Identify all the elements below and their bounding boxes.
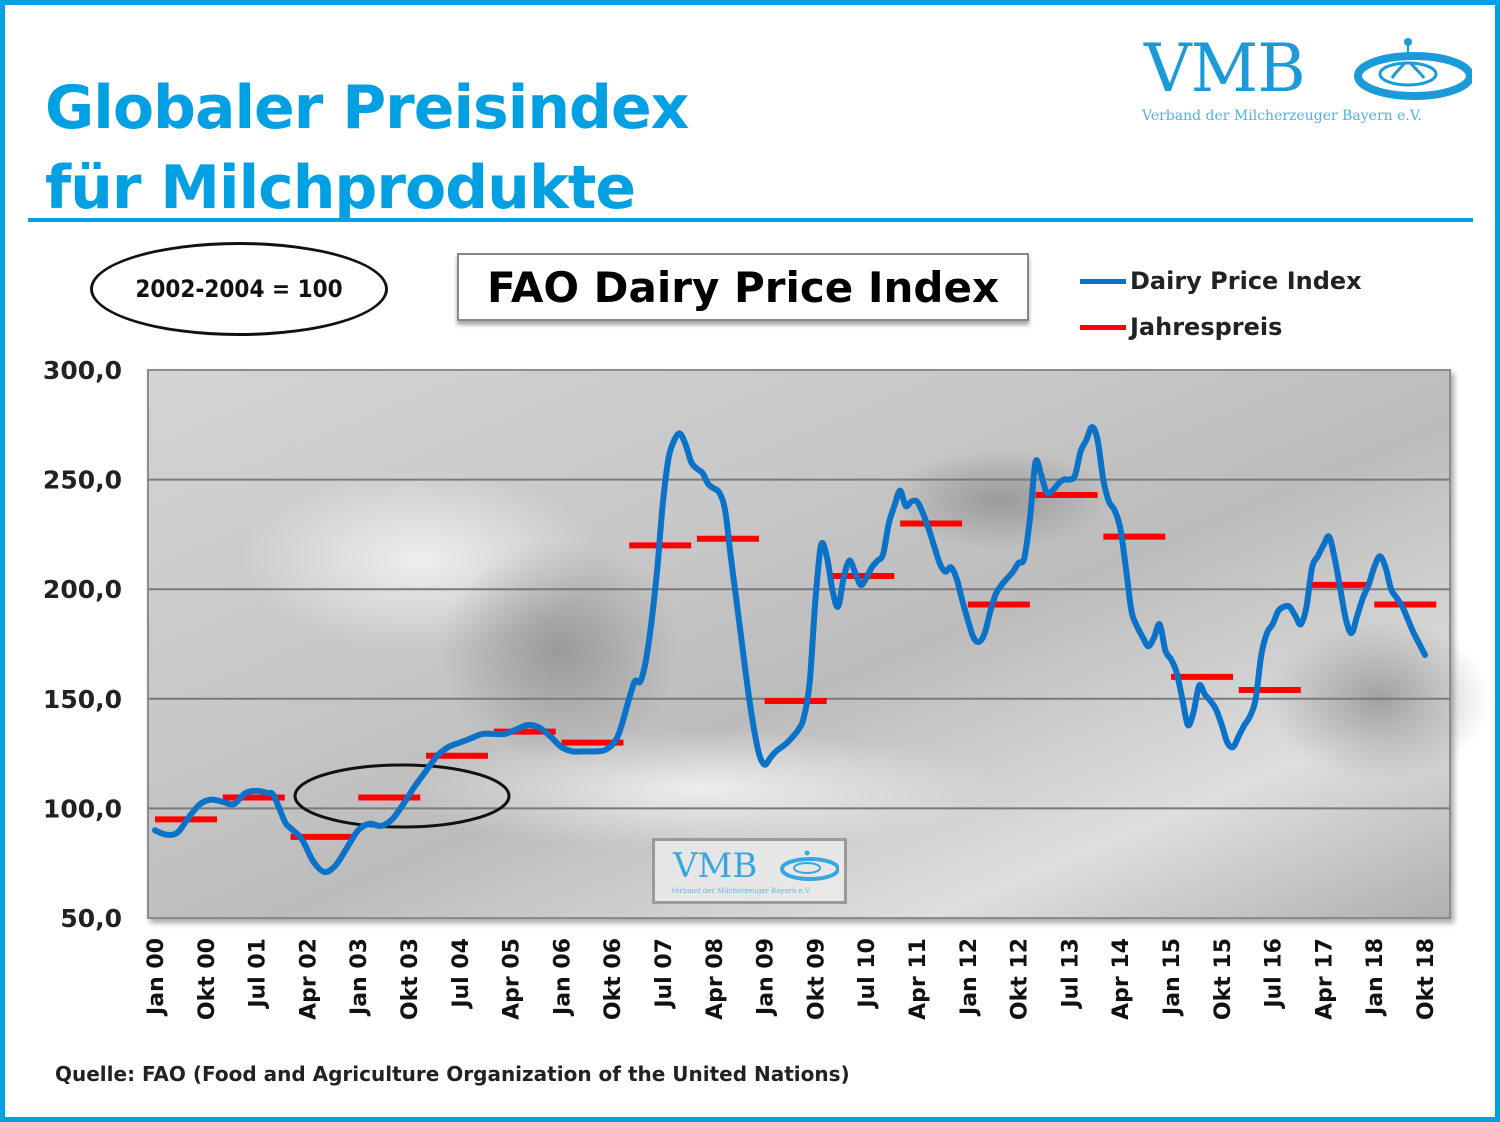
base-period-text: 2002-2004 = 100 [135,275,343,303]
x-tick-label: Apr 14 [1109,938,1134,1020]
x-tick-label: Apr 17 [1312,938,1337,1020]
milk-splash-icon [1354,38,1472,100]
legend-item-jahrespreis: Jahrespreis [1080,304,1362,350]
x-tick-label: Jan 18 [1363,938,1388,1017]
highlight-ellipse [293,763,511,829]
x-tick-label: Jul 10 [855,938,880,1010]
x-tick-label: Jan 15 [1160,938,1185,1017]
title-line-2: für Milchprodukte [45,153,636,223]
x-tick-label: Jan 06 [550,938,575,1017]
x-tick-label: Okt 03 [398,938,423,1020]
page-title: Globaler Preisindex für Milchprodukte [45,68,689,228]
watermark-wordmark: VMB [673,846,758,886]
x-tick-label: Apr 08 [703,938,728,1020]
x-tick-label: Okt 12 [1008,938,1033,1020]
legend-swatch-blue [1080,278,1126,284]
milk-splash-icon [780,850,839,881]
title-line-1: Globaler Preisindex [45,73,689,143]
x-tick-label: Okt 18 [1414,938,1439,1020]
x-tick-label: Jul 16 [1262,938,1287,1010]
legend-item-dairy-price-index: Dairy Price Index [1080,258,1362,304]
logo-subtitle: Verband der Milcherzeuger Bayern e.V. [1142,108,1422,124]
y-tick-label: 50,0 [60,904,122,933]
x-tick-label: Okt 06 [601,938,626,1020]
legend-label: Jahrespreis [1130,313,1283,341]
x-tick-label: Jul 04 [449,938,474,1010]
x-tick-label: Jan 12 [957,938,982,1017]
chart-title: FAO Dairy Price Index [457,253,1029,321]
logo-wordmark: VMB [1144,30,1306,107]
y-tick-label: 150,0 [43,685,122,714]
x-tick-label: Jan 09 [754,938,779,1017]
bg-shadow [440,540,680,760]
x-tick-label: Okt 15 [1211,938,1236,1020]
bg-shadow [1270,620,1490,780]
chart-legend: Dairy Price Index Jahrespreis [1080,258,1362,350]
x-tick-label: Apr 11 [906,938,931,1020]
x-tick-label: Jan 00 [144,938,169,1017]
bg-splash [400,730,1000,850]
x-tick-label: Jul 07 [652,938,677,1010]
source-note: Quelle: FAO (Food and Agriculture Organi… [55,1062,850,1086]
x-tick-label: Okt 09 [804,938,829,1020]
base-period-note: 2002-2004 = 100 [90,242,388,336]
x-tick-label: Apr 05 [500,938,525,1020]
y-tick-label: 250,0 [43,466,122,495]
y-tick-label: 200,0 [43,575,122,604]
title-underline [28,218,1473,222]
chart-title-text: FAO Dairy Price Index [486,262,1000,312]
y-tick-label: 300,0 [43,356,122,385]
vmb-watermark: VMB Verband der Milcherzeuger Bayern e.V… [652,838,847,904]
x-tick-label: Jul 01 [246,938,271,1010]
watermark-subtitle: Verband der Milcherzeuger Bayern e.V. [671,887,811,895]
legend-label: Dairy Price Index [1130,267,1362,295]
gridlines [148,478,1450,810]
y-tick-label: 100,0 [43,794,122,823]
vmb-logo: VMB Verband der Milcherzeuger Bayern e.V… [1140,28,1472,138]
x-tick-label: Jul 13 [1058,938,1083,1010]
x-tick-label: Okt 00 [195,938,220,1020]
y-axis-ticks: 50,0 100,0 150,0 200,0 250,0 300,0 [43,356,122,933]
x-tick-label: Apr 02 [296,938,321,1020]
x-tick-label: Jan 03 [347,938,372,1017]
x-axis-ticks: Jan 00 Okt 00 Jul 01 Apr 02 Jan 03 Okt 03 Jul … [144,938,1439,1020]
legend-swatch-red [1080,324,1126,330]
dairy-price-index-line [152,424,1428,876]
